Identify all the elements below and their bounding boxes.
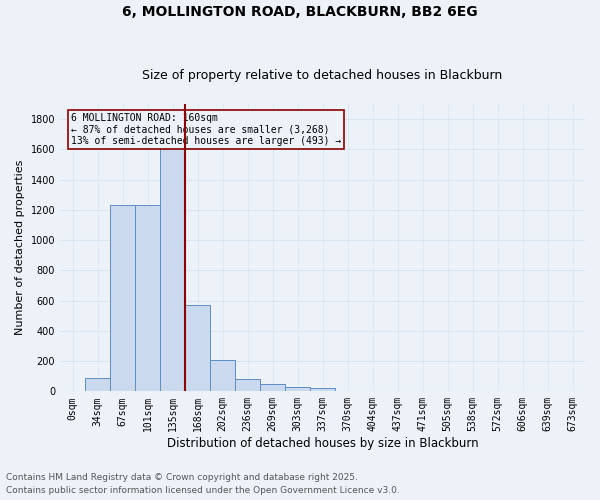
Bar — [110, 206, 135, 392]
Bar — [310, 388, 335, 392]
Y-axis label: Number of detached properties: Number of detached properties — [15, 160, 25, 336]
Bar — [235, 379, 260, 392]
Text: Contains HM Land Registry data © Crown copyright and database right 2025.
Contai: Contains HM Land Registry data © Crown c… — [6, 474, 400, 495]
Text: 6, MOLLINGTON ROAD, BLACKBURN, BB2 6EG: 6, MOLLINGTON ROAD, BLACKBURN, BB2 6EG — [122, 5, 478, 19]
Bar — [160, 142, 185, 392]
Title: Size of property relative to detached houses in Blackburn: Size of property relative to detached ho… — [142, 69, 503, 82]
Bar — [135, 206, 160, 392]
Bar — [210, 360, 235, 392]
Bar — [185, 305, 210, 392]
Text: 6 MOLLINGTON ROAD: 160sqm
← 87% of detached houses are smaller (3,268)
13% of se: 6 MOLLINGTON ROAD: 160sqm ← 87% of detac… — [71, 112, 341, 146]
Bar — [260, 384, 285, 392]
Bar — [85, 378, 110, 392]
Bar — [285, 387, 310, 392]
X-axis label: Distribution of detached houses by size in Blackburn: Distribution of detached houses by size … — [167, 437, 478, 450]
